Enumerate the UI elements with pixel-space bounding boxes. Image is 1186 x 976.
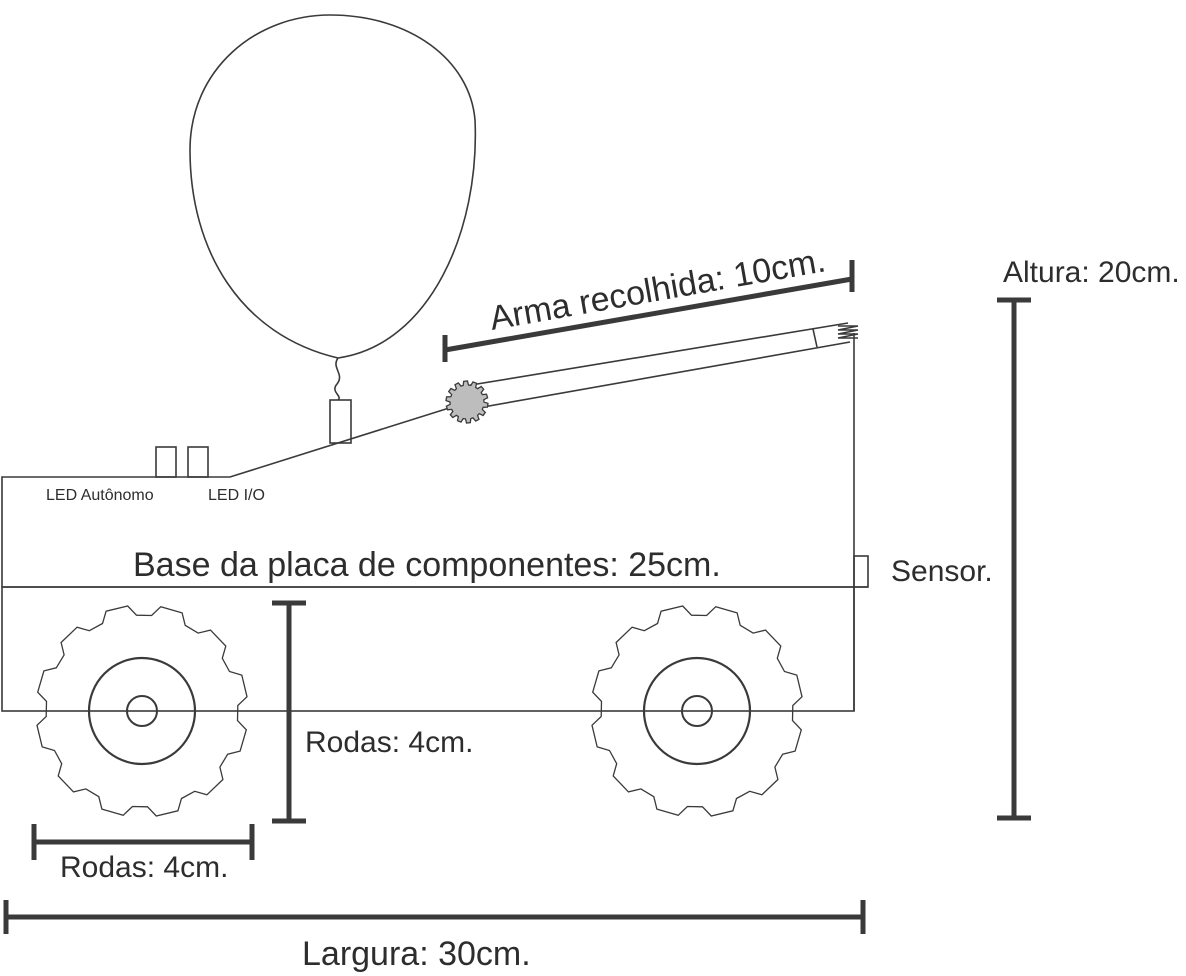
- arm-bottom-edge: [471, 341, 851, 410]
- led-autonomous: [155, 446, 177, 478]
- led-autonomous-label: LED Autônomo: [46, 487, 154, 504]
- balloon-holder: [329, 399, 352, 444]
- led-io: [187, 446, 209, 478]
- wheels-horizontal-label: Rodas: 4cm.: [60, 851, 228, 884]
- arm-joint: [812, 328, 818, 348]
- chassis: [1, 586, 855, 712]
- sensor-box: [853, 555, 869, 588]
- wheel-tread: [591, 605, 803, 817]
- width-label: Largura: 30cm.: [302, 935, 531, 973]
- robot-body: [1, 402, 466, 587]
- pivot-gear-teeth: [445, 380, 489, 424]
- wheels-horizontal-dimension: [31, 824, 255, 860]
- arm-dimension: [442, 260, 855, 362]
- wheels-vertical-dimension: [272, 600, 306, 824]
- wheels-vertical-label: Rodas: 4cm.: [305, 726, 473, 759]
- wheel-front: [591, 605, 803, 817]
- wheel-hub: [681, 695, 713, 727]
- led-io-label: LED I/O: [208, 487, 265, 504]
- arm-top-edge: [464, 322, 849, 387]
- height-dimension: [997, 297, 1031, 821]
- balloon-string: [334, 357, 341, 401]
- wheel-hub: [126, 695, 158, 727]
- height-label: Altura: 20cm.: [1003, 256, 1180, 289]
- wheel-rim: [642, 656, 752, 766]
- wheel-rear: [36, 605, 248, 817]
- wheel-rim: [87, 656, 197, 766]
- sensor-label: Sensor.: [891, 555, 993, 588]
- wheel-tread: [36, 605, 248, 817]
- balloon: [189, 14, 477, 359]
- arm-spring: [837, 325, 859, 339]
- gear-pivot: [445, 380, 489, 424]
- base-label: Base da placa de componentes: 25cm.: [133, 546, 721, 584]
- width-dimension: [3, 900, 866, 934]
